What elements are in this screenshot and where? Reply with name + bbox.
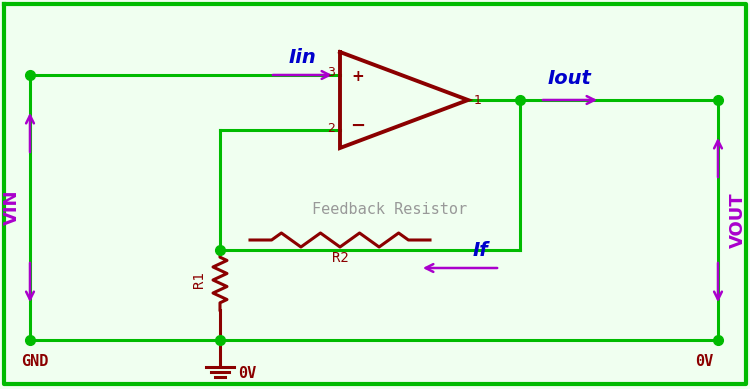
Text: 2: 2: [327, 121, 335, 135]
Text: Feedback Resistor: Feedback Resistor: [313, 202, 467, 217]
Text: GND: GND: [21, 354, 49, 370]
Text: −: −: [350, 117, 365, 135]
Text: 1: 1: [474, 93, 482, 107]
Text: +: +: [352, 68, 364, 84]
Text: VIN: VIN: [3, 190, 21, 225]
Text: 0V: 0V: [238, 366, 256, 380]
Text: If: If: [472, 240, 488, 259]
Text: 0V: 0V: [694, 354, 713, 370]
Text: 3: 3: [327, 65, 335, 79]
Text: R1: R1: [192, 272, 206, 288]
Text: Iout: Iout: [548, 68, 592, 88]
Text: R2: R2: [332, 251, 348, 265]
Text: Iin: Iin: [288, 47, 316, 67]
Text: VOUT: VOUT: [729, 192, 747, 248]
